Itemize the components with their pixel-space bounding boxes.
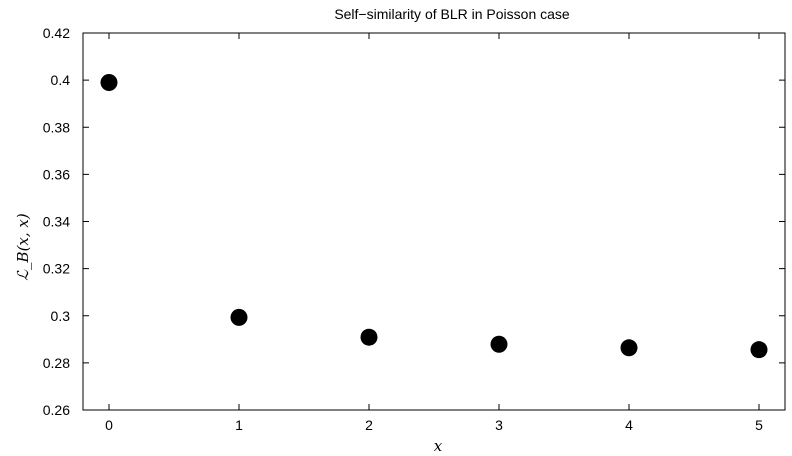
x-tick-label: 5	[755, 417, 763, 433]
x-tick-labels: 0 1 2 3 4 5	[105, 417, 763, 433]
x-tick-label: 3	[495, 417, 503, 433]
y-tick-label: 0.28	[43, 355, 70, 371]
y-tick-label: 0.36	[43, 166, 70, 182]
y-axis-label: ℒ_B(x, x)	[14, 213, 32, 281]
data-point	[490, 335, 508, 353]
data-point	[100, 73, 118, 91]
y-tick-label: 0.38	[43, 119, 70, 135]
y-tick-label: 0.3	[51, 308, 71, 324]
x-axis-label: x	[434, 437, 443, 455]
y-tick-labels: 0.26 0.28 0.3 0.32 0.34 0.36 0.38 0.4 0.42	[43, 25, 70, 418]
y-tick-label: 0.32	[43, 261, 70, 277]
x-tick-label: 1	[235, 417, 243, 433]
data-points	[100, 73, 768, 359]
y-tick-label: 0.42	[43, 25, 70, 41]
chart-title: Self−similarity of BLR in Poisson case	[334, 6, 570, 22]
x-tick-label: 4	[625, 417, 633, 433]
y-tick-label: 0.26	[43, 402, 70, 418]
x-tick-label: 2	[365, 417, 373, 433]
data-point	[750, 341, 768, 359]
data-point	[230, 308, 248, 326]
data-point	[360, 328, 378, 346]
y-tick-label: 0.34	[43, 214, 70, 230]
x-tick-label: 0	[105, 417, 113, 433]
y-tick-label: 0.4	[51, 72, 71, 88]
axis-ticks	[83, 32, 785, 411]
data-point	[620, 339, 638, 357]
plot-frame	[82, 32, 786, 411]
